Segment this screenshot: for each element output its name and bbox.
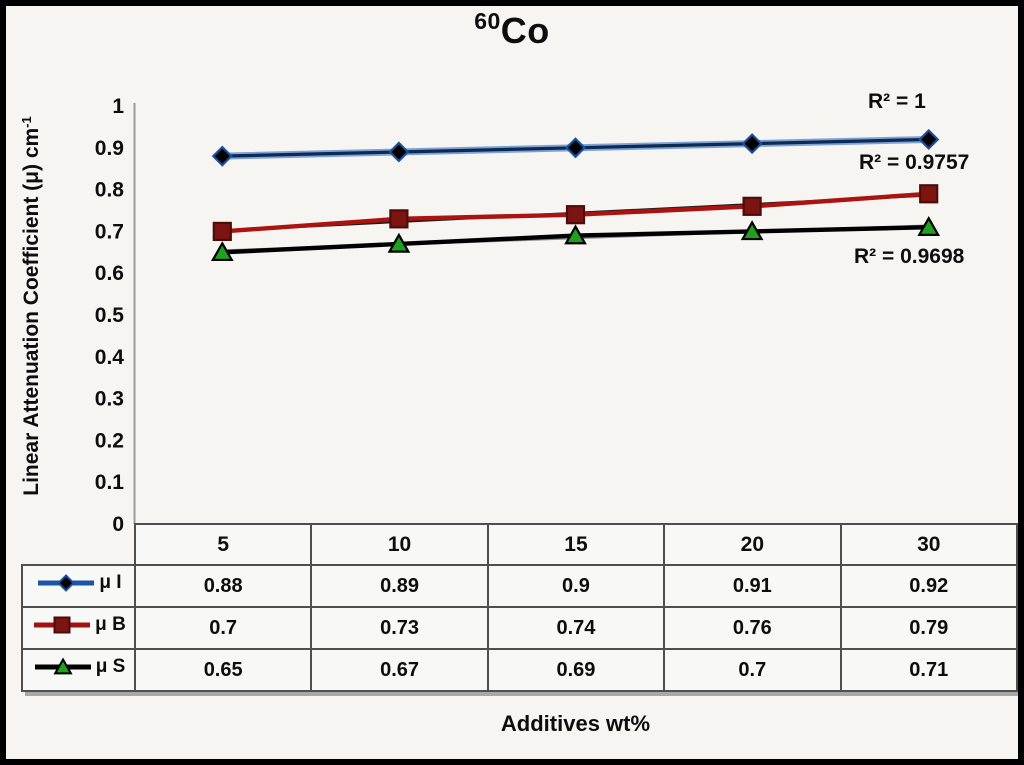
legend-label: μ S (95, 656, 126, 677)
series-marker-triangle (740, 220, 764, 241)
y-tick-label: 0.7 (95, 220, 124, 243)
series-marker-square (389, 209, 409, 229)
y-tick-label: 0 (112, 513, 124, 536)
series-marker-square (742, 196, 762, 216)
legend-cell-0: μ I (21, 564, 136, 608)
data-table: 5 10 15 20 30 μ I 0.88 0.89 0.9 0.91 0.92 μ B 0.7 0.7… (21, 523, 1018, 692)
legend-key-wrap: μ I (35, 571, 122, 595)
table-header-row: 5 10 15 20 30 (22, 523, 1018, 566)
table-row: μ S 0.65 0.67 0.69 0.7 0.71 (21, 648, 1018, 692)
y-tick-label: 0.3 (95, 388, 124, 411)
series-marker-triangle (53, 657, 73, 675)
y-tick-label: 0.8 (95, 179, 125, 202)
series-marker-triangle (387, 232, 411, 253)
series-marker-diamond (211, 145, 233, 167)
value-cell: 0.69 (486, 648, 666, 692)
series-marker-triangle (917, 215, 941, 236)
y-tick-label: 0.5 (95, 304, 125, 327)
category-header-cell: 15 (486, 523, 666, 566)
value-cell: 0.7 (133, 606, 313, 650)
value-cell: 0.65 (133, 648, 313, 692)
value-cell: 0.9 (486, 564, 666, 608)
table-row: μ I 0.88 0.89 0.9 0.91 0.92 (21, 564, 1018, 608)
value-cell: 0.73 (310, 606, 489, 650)
x-axis-title: Additives wt% (500, 711, 651, 736)
series-marker-diamond (564, 137, 587, 159)
legend-label: μ B (95, 614, 126, 635)
table-corner-cell (22, 524, 135, 565)
y-tick-label: 0.1 (95, 471, 125, 494)
legend-key-wrap: μ B (31, 613, 126, 637)
category-header-cell: 10 (310, 523, 489, 566)
legend-key-icon (34, 616, 91, 634)
legend-cell-1: μ B (21, 606, 136, 650)
legend-key-wrap: μ S (32, 655, 126, 679)
plot-area: 1 0.9 0.8 0.7 0.6 0.5 0.4 0.3 0.2 0.1 0 (95, 95, 941, 536)
y-tick-label: 0.9 (95, 137, 124, 160)
r-squared-annotation-mu-b: R² = 0.9757 (859, 151, 970, 174)
chart-title-text: Co (500, 10, 550, 51)
chart-title: 60Co (6, 8, 1018, 52)
value-cell: 0.76 (663, 606, 842, 650)
category-header-cell: 5 (133, 523, 313, 566)
value-cell: 0.91 (663, 564, 842, 608)
series-marker-square (212, 221, 232, 241)
value-cell: 0.7 (663, 648, 842, 692)
r-squared-annotation-mu-s: R² = 0.9698 (854, 245, 965, 268)
table-row: μ B 0.7 0.73 0.74 0.76 0.79 (21, 606, 1018, 650)
series-marker-diamond (741, 133, 763, 155)
value-cell: 0.88 (133, 564, 313, 608)
value-cell: 0.89 (310, 564, 489, 608)
series-marker-diamond (388, 141, 410, 163)
y-tick-label: 0.6 (95, 262, 124, 285)
legend-key-icon (34, 657, 91, 675)
value-cell: 0.92 (839, 564, 1018, 608)
legend-key-icon (38, 574, 95, 592)
series-marker-square (565, 205, 586, 225)
value-cell: 0.79 (839, 606, 1018, 650)
value-cell: 0.71 (839, 648, 1018, 692)
y-tick-label: 0.4 (95, 346, 125, 369)
y-tick-label: 1 (112, 95, 124, 118)
chart-title-superscript: 60 (474, 8, 501, 34)
legend-label: μ I (99, 572, 122, 593)
category-header-cell: 20 (663, 523, 842, 566)
series-marker-diamond (918, 128, 940, 150)
legend-cell-2: μ S (21, 648, 136, 692)
series-marker-diamond (57, 574, 76, 592)
category-header-cell: 30 (839, 523, 1018, 566)
value-cell: 0.74 (486, 606, 666, 650)
r-squared-annotation-mu-i: R² = 1 (868, 90, 926, 113)
series-marker-square (53, 616, 71, 634)
series-marker-triangle (210, 241, 234, 262)
y-tick-label: 0.2 (95, 429, 124, 452)
series-marker-square (919, 184, 939, 204)
value-cell: 0.67 (310, 648, 489, 692)
series-marker-triangle (564, 224, 587, 245)
